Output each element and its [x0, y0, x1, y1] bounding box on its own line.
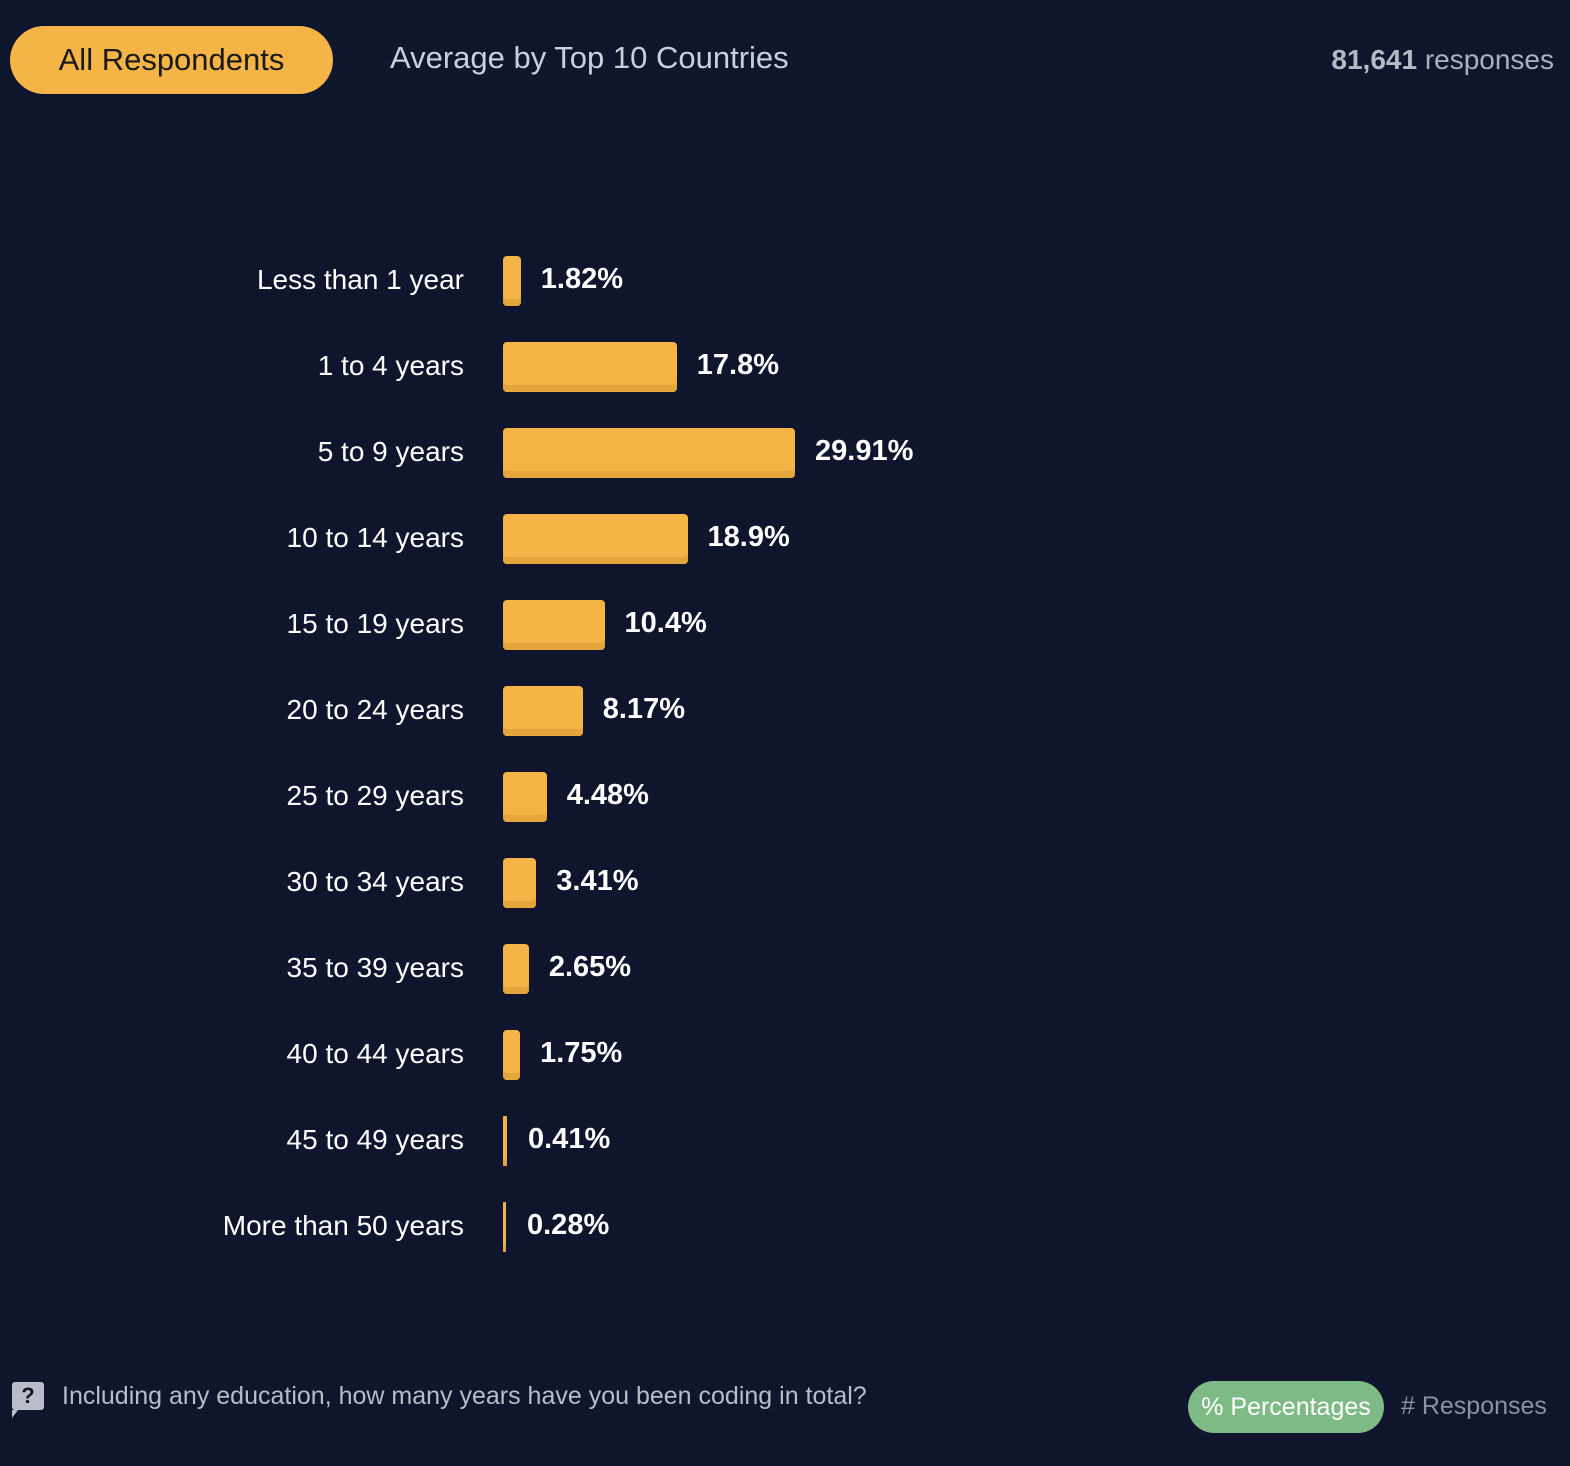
chart-row: 15 to 19 years 10.4%	[0, 600, 1570, 650]
value-label: 18.9%	[707, 521, 790, 553]
responses-toggle[interactable]: # Responses	[1401, 1392, 1547, 1420]
category-label: 20 to 24 years	[286, 694, 464, 725]
chart-row: 1 to 4 years 17.8%	[0, 342, 1570, 392]
tab-top-10-countries[interactable]: Average by Top 10 Countries	[390, 40, 789, 75]
bar	[503, 772, 547, 822]
category-label: 15 to 19 years	[286, 608, 464, 639]
response-count-number: 81,641	[1331, 44, 1418, 75]
category-label: More than 50 years	[222, 1210, 464, 1241]
chart-row: 25 to 29 years 4.48%	[0, 772, 1570, 822]
category-label: 5 to 9 years	[317, 436, 464, 467]
chart-row: 45 to 49 years 0.41%	[0, 1116, 1570, 1166]
bar	[503, 256, 521, 306]
value-label: 1.75%	[540, 1037, 623, 1069]
value-label: 3.41%	[556, 865, 639, 897]
value-label: 17.8%	[696, 349, 779, 381]
bar	[503, 514, 688, 564]
category-label: 45 to 49 years	[286, 1124, 464, 1155]
bar	[503, 1030, 521, 1080]
bar	[503, 600, 605, 650]
bar	[503, 858, 537, 908]
category-label: 40 to 44 years	[286, 1038, 464, 1069]
chart-row: 30 to 34 years 3.41%	[0, 858, 1570, 908]
chart-row: 20 to 24 years 8.17%	[0, 686, 1570, 736]
category-label: Less than 1 year	[256, 264, 464, 295]
percentages-toggle[interactable]: % Percentages	[1188, 1381, 1384, 1433]
category-label: 1 to 4 years	[317, 350, 464, 381]
bar	[503, 944, 529, 994]
value-label: 29.91%	[815, 435, 914, 467]
value-label: 4.48%	[566, 779, 649, 811]
chart-row: 5 to 9 years 29.91%	[0, 428, 1570, 478]
chart-row: More than 50 years 0.28%	[0, 1202, 1570, 1252]
value-label: 0.41%	[528, 1123, 611, 1155]
value-label: 1.82%	[540, 263, 623, 295]
category-label: 10 to 14 years	[286, 522, 464, 553]
response-count-label: responses	[1424, 44, 1554, 75]
chart-row: 40 to 44 years 1.75%	[0, 1030, 1570, 1080]
category-label: 30 to 34 years	[286, 866, 464, 897]
bar	[503, 342, 677, 392]
bar	[503, 1202, 506, 1252]
value-label: 0.28%	[527, 1209, 610, 1241]
category-label: 35 to 39 years	[286, 952, 464, 983]
value-label: 10.4%	[624, 607, 707, 639]
bar	[503, 428, 795, 478]
value-label: 2.65%	[548, 951, 632, 983]
response-count: 81,641 responses	[1331, 44, 1554, 76]
bar	[503, 1116, 507, 1166]
chart-row: 10 to 14 years 18.9%	[0, 514, 1570, 564]
question-icon: ?	[12, 1382, 44, 1418]
chart-row: 35 to 39 years 2.65%	[0, 944, 1570, 994]
chart-row: Less than 1 year 1.82%	[0, 256, 1570, 306]
category-label: 25 to 29 years	[286, 780, 464, 811]
tab-all-respondents[interactable]: All Respondents	[10, 26, 333, 94]
survey-question: Including any education, how many years …	[62, 1382, 867, 1410]
bar	[503, 686, 583, 736]
value-label: 8.17%	[602, 693, 685, 725]
